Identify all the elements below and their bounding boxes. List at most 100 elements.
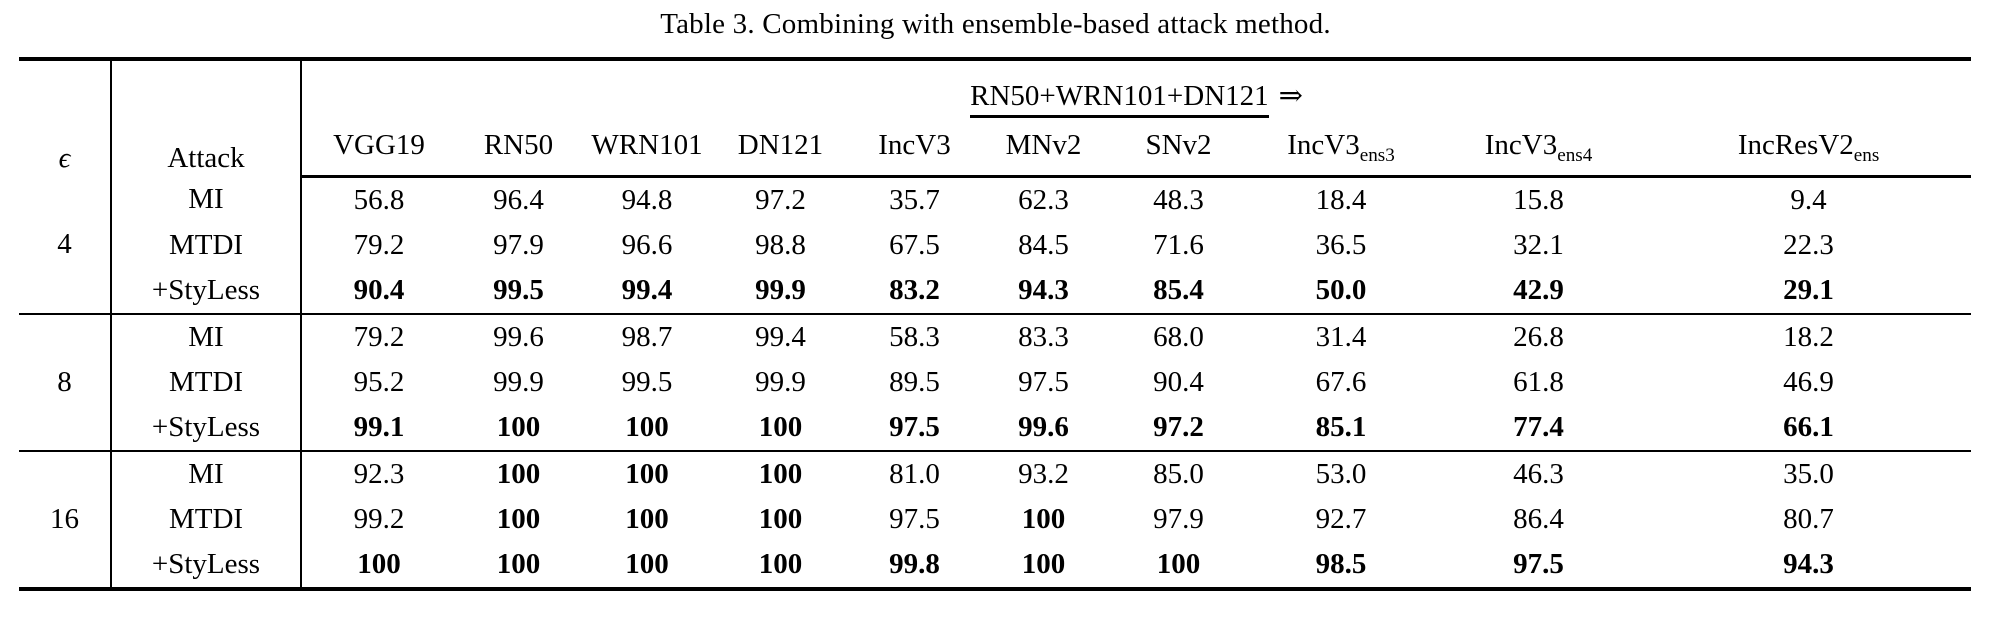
column-header-snv2: SNv2: [1106, 115, 1251, 178]
data-cell: 62.3: [1018, 184, 1069, 216]
data-cell: 98.5: [1315, 548, 1367, 580]
data-cell: 46.9: [1783, 366, 1834, 398]
data-cell: 99.6: [1018, 411, 1069, 443]
table-row: MTDI 79.2 97.9 96.6 98.8 67.5 84.5 71.6 …: [19, 223, 1971, 268]
data-cell: 95.2: [353, 366, 405, 398]
data-cell: 99.8: [889, 548, 940, 580]
data-cell: 77.4: [1513, 411, 1564, 443]
attack-label: MTDI: [111, 223, 302, 268]
data-cell: 66.1: [1783, 411, 1834, 443]
data-cell: 99.4: [621, 274, 673, 306]
data-cell: 35.7: [889, 184, 940, 216]
data-cell: 99.6: [456, 313, 581, 360]
data-cell: 100: [758, 503, 803, 535]
data-cell: 86.4: [1513, 503, 1564, 535]
column-header-incv3ens4: IncV3ens4: [1431, 115, 1646, 178]
ensemble-models-label: RN50+WRN101+DN121: [970, 80, 1269, 118]
table-row: 8 MI 79.2 99.6 98.7 99.4 58.3 83.3 68.0 …: [19, 313, 1972, 451]
data-cell: 97.5: [1513, 548, 1564, 580]
data-cell: 100: [625, 411, 669, 443]
data-cell: 97.5: [889, 411, 940, 443]
epsilon-4-group: 4 MI 56.8 96.4 94.8 97.2 35.7 62.3 48.3 …: [19, 176, 1971, 314]
attack-label: MTDI: [111, 360, 302, 405]
column-header-rn50: RN50: [456, 115, 581, 178]
data-cell: 100: [496, 503, 541, 535]
data-cell: 90.4: [1153, 366, 1204, 398]
data-cell: 36.5: [1315, 229, 1367, 261]
data-cell: 89.5: [889, 366, 940, 398]
epsilon-value: 4: [19, 176, 112, 314]
attack-label: MTDI: [111, 497, 302, 542]
data-cell: 100: [496, 411, 541, 443]
data-cell: 31.4: [1251, 313, 1431, 360]
data-cell: 71.6: [1153, 229, 1204, 261]
data-cell: 92.7: [1315, 503, 1367, 535]
data-cell: 97.9: [1153, 503, 1204, 535]
data-cell: 100: [713, 450, 848, 497]
column-header-incv3: IncV3: [848, 115, 981, 178]
data-cell: 99.9: [755, 366, 806, 398]
data-cell: 83.2: [889, 274, 940, 306]
table-row: 4 MI 56.8 96.4 94.8 97.2 35.7 62.3 48.3 …: [19, 176, 1971, 314]
data-cell: 84.5: [1018, 229, 1069, 261]
table-row: +StyLess 90.4 99.5 99.4 99.9 83.2 94.3 8…: [19, 268, 1971, 314]
data-cell: 85.0: [1106, 450, 1251, 497]
data-cell: 100: [357, 548, 401, 580]
results-table: ϵ Attack RN50+WRN101+DN121 ⇒ VGG19 RN50 W…: [19, 57, 1972, 591]
data-cell: 97.9: [493, 229, 544, 261]
data-cell: 94.8: [621, 184, 673, 216]
attack-label: MI: [111, 176, 302, 223]
data-cell: 26.8: [1431, 313, 1646, 360]
data-cell: 99.9: [493, 366, 544, 398]
data-cell: 100: [625, 548, 669, 580]
data-cell: 99.1: [353, 411, 405, 443]
data-cell: 100: [625, 503, 669, 535]
attack-label: +StyLess: [111, 542, 302, 589]
data-cell: 35.0: [1646, 450, 1972, 497]
data-cell: 67.6: [1315, 366, 1367, 398]
attack-label: +StyLess: [111, 405, 302, 451]
data-cell: 29.1: [1783, 274, 1834, 306]
data-cell: 85.1: [1315, 411, 1367, 443]
data-cell: 100: [758, 548, 803, 580]
data-cell: 85.4: [1153, 274, 1204, 306]
data-cell: 99.5: [621, 366, 673, 398]
data-cell: 97.5: [889, 503, 940, 535]
data-cell: 68.0: [1106, 313, 1251, 360]
data-cell: 22.3: [1783, 229, 1834, 261]
header-columns-row: VGG19 RN50 WRN101 DN121 IncV3 MNv2 SNv2 …: [19, 115, 1972, 178]
epsilon-value: 16: [19, 450, 112, 589]
epsilon-8-group: 8 MI 79.2 99.6 98.7 99.4 58.3 83.3 68.0 …: [19, 313, 1972, 451]
data-cell: 81.0: [848, 450, 981, 497]
data-cell: 83.3: [981, 313, 1106, 360]
column-header-wrn101: WRN101: [581, 115, 713, 178]
attack-header: Attack: [111, 59, 302, 177]
data-cell: 99.5: [493, 274, 544, 306]
attack-label: MI: [111, 450, 302, 497]
data-cell: 67.5: [889, 229, 940, 261]
data-cell: 53.0: [1251, 450, 1431, 497]
data-cell: 99.4: [713, 313, 848, 360]
data-cell: 98.7: [581, 313, 713, 360]
column-header-incv3ens3: IncV3ens3: [1251, 115, 1431, 178]
attack-label: MI: [111, 313, 302, 360]
epsilon-value: 8: [19, 313, 112, 451]
data-cell: 80.7: [1783, 503, 1834, 535]
table-row: MTDI 99.2 100 100 100 97.5 100 97.9 92.7…: [19, 497, 1971, 542]
data-cell: 9.4: [1790, 184, 1827, 216]
data-cell: 100: [456, 450, 581, 497]
data-cell: 56.8: [353, 184, 405, 216]
table-row: +StyLess 99.1 100 100 100 97.5 99.6 97.2…: [19, 405, 1971, 451]
data-cell: 42.9: [1513, 274, 1564, 306]
data-cell: 58.3: [848, 313, 981, 360]
data-cell: 96.6: [621, 229, 673, 261]
column-header-mnv2: MNv2: [981, 115, 1106, 178]
table-row: MTDI 95.2 99.9 99.5 99.9 89.5 97.5 90.4 …: [19, 360, 1971, 405]
data-cell: 90.4: [353, 274, 405, 306]
data-cell: 18.2: [1646, 313, 1972, 360]
data-cell: 100: [1021, 503, 1066, 535]
data-cell: 46.3: [1431, 450, 1646, 497]
data-cell: 79.2: [301, 313, 456, 360]
data-cell: 98.8: [755, 229, 806, 261]
table-row: 16 MI 92.3 100 100 100 81.0 93.2 85.0 53…: [19, 450, 1972, 589]
